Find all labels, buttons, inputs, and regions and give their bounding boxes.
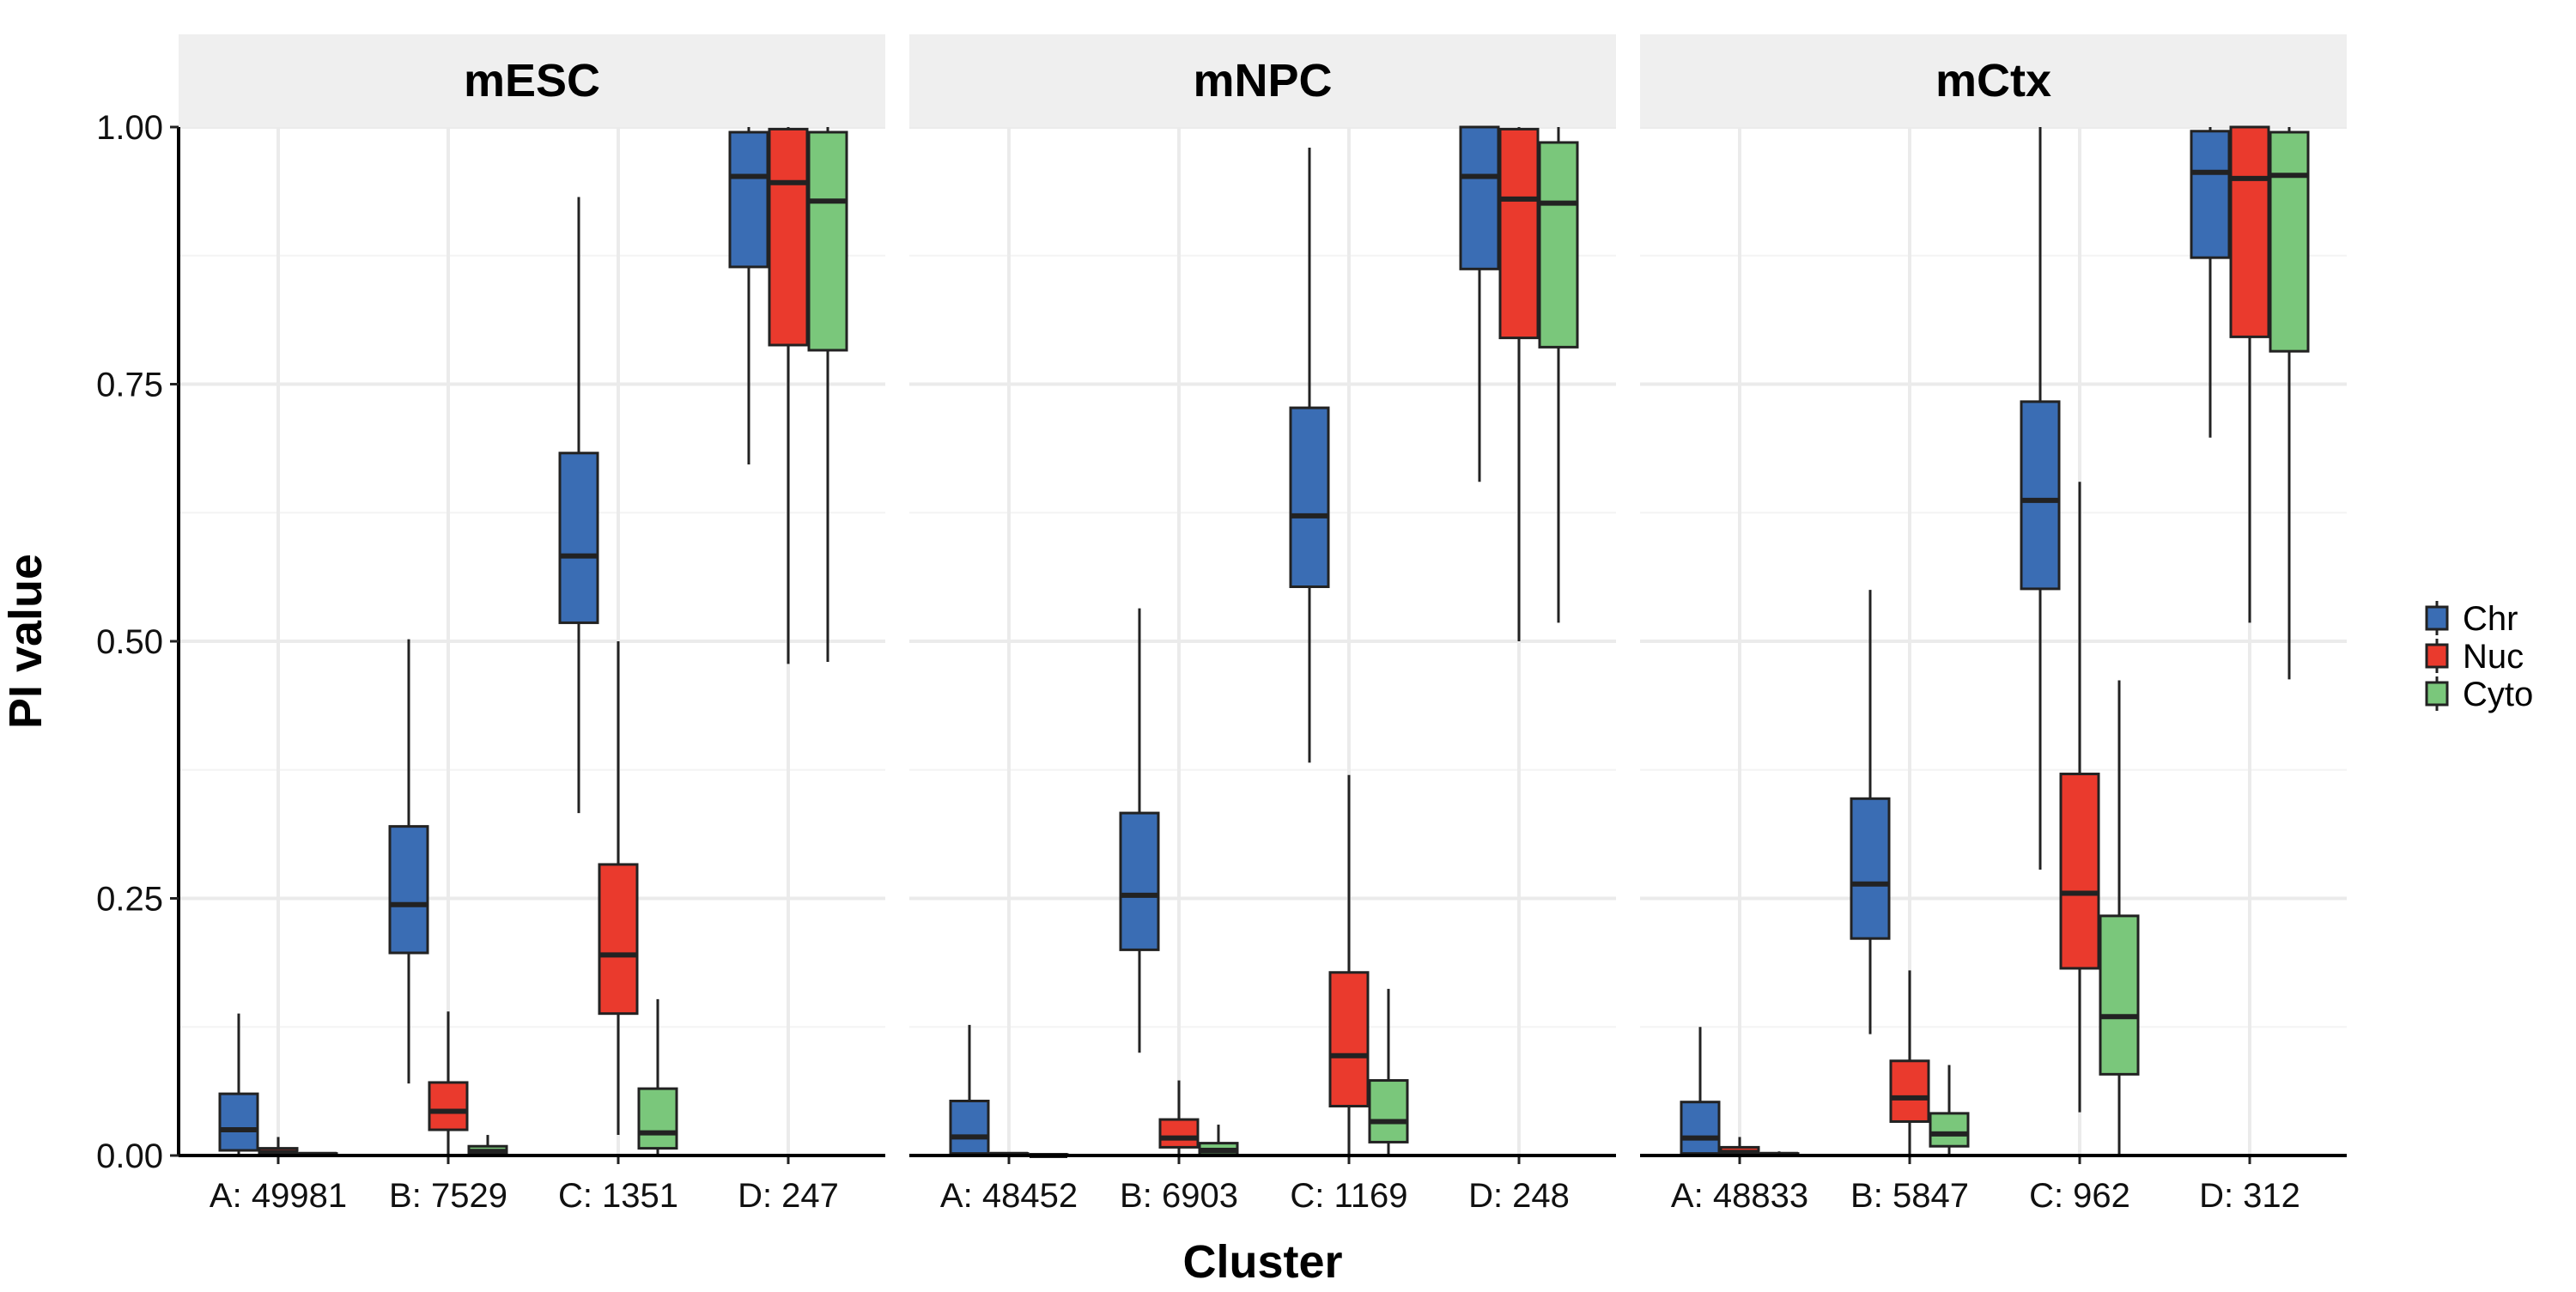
- box: [728, 130, 769, 269]
- legend-key: [2425, 681, 2449, 707]
- box: [388, 825, 429, 955]
- legend-key: [2425, 605, 2449, 631]
- legend-item: Chr: [2425, 600, 2518, 638]
- box: [2059, 773, 2100, 970]
- x-tick-label: D: 247: [738, 1177, 839, 1215]
- x-tick-label: B: 5847: [1850, 1177, 1969, 1215]
- box: [768, 127, 809, 347]
- x-tick-label: A: 48833: [1671, 1177, 1808, 1215]
- box: [598, 863, 639, 1016]
- box: [2020, 400, 2061, 591]
- grid-layer: [179, 125, 2347, 1157]
- y-tick-label: 1.00: [96, 109, 163, 147]
- box: [428, 1081, 469, 1131]
- box: [949, 1100, 990, 1156]
- y-tick-label: 0.00: [96, 1137, 163, 1175]
- box: [1459, 125, 1500, 270]
- box: [1498, 127, 1540, 340]
- box: [2269, 130, 2310, 353]
- legend-label: Nuc: [2463, 638, 2524, 676]
- x-tick-label: A: 48452: [940, 1177, 1078, 1215]
- x-tick-label: B: 7529: [389, 1177, 507, 1215]
- box: [1538, 141, 1579, 349]
- legend-label: Cyto: [2463, 676, 2533, 713]
- facet-strip: [909, 34, 1616, 127]
- facet-strip: [179, 34, 885, 127]
- box: [1929, 1112, 1970, 1148]
- legend-item: Nuc: [2425, 638, 2524, 676]
- y-tick-label: 0.75: [96, 367, 163, 404]
- box: [1119, 811, 1160, 951]
- x-tick-label: D: 312: [2199, 1177, 2300, 1215]
- facet-title: mCtx: [1935, 55, 2051, 106]
- facet-strips: mESC mNPC mCtx: [179, 34, 2347, 127]
- x-axis-title: Cluster: [1182, 1236, 1342, 1288]
- box: [558, 452, 599, 624]
- box-layer: [218, 125, 2310, 1158]
- x-tick-label: D: 248: [1468, 1177, 1570, 1215]
- facet-strip: [1640, 34, 2347, 127]
- y-tick-label: 0.25: [96, 881, 163, 919]
- x-tick-label: A: 49981: [210, 1177, 347, 1215]
- box: [1289, 406, 1330, 589]
- legend-item: Cyto: [2425, 676, 2533, 713]
- box: [2099, 914, 2140, 1076]
- box: [1328, 971, 1370, 1107]
- box: [2190, 130, 2231, 259]
- y-axis-title: PI value: [0, 554, 52, 729]
- box: [1889, 1059, 1930, 1123]
- x-tick-label: C: 1351: [558, 1177, 678, 1215]
- box: [637, 1087, 678, 1150]
- box: [218, 1092, 259, 1152]
- facet-title: mESC: [464, 55, 600, 106]
- legend-key: [2425, 643, 2449, 669]
- x-tick-label: B: 6903: [1120, 1177, 1238, 1215]
- box: [1850, 797, 1891, 940]
- facet-title: mNPC: [1193, 55, 1332, 106]
- box: [2229, 125, 2270, 338]
- y-tick-label: 0.50: [96, 623, 163, 661]
- x-tick-label: C: 1169: [1290, 1177, 1407, 1215]
- legend-label: Chr: [2463, 600, 2518, 638]
- box: [1158, 1118, 1200, 1149]
- x-tick-label: C: 962: [2029, 1177, 2130, 1215]
- box: [1680, 1101, 1721, 1156]
- box: [1368, 1079, 1409, 1143]
- box: [807, 130, 848, 352]
- axes-layer: A: 49981 B: 7529 C: 1351 D: 247 A: 48452 B: 6…: [96, 109, 2347, 1215]
